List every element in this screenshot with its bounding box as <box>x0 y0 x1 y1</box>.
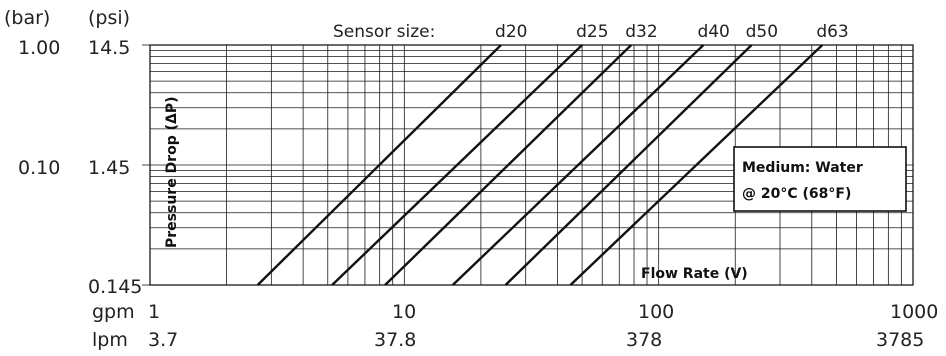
series-lines: d20 d25 d32 d40 d50 d63 <box>256 22 849 286</box>
series-label-d40: d40 <box>697 22 729 42</box>
series-line-d50 <box>504 44 753 286</box>
series-label-d20: d20 <box>495 22 527 42</box>
series-label-d32: d32 <box>625 22 657 42</box>
series-label-d63: d63 <box>816 22 848 42</box>
series-line-d25 <box>331 44 583 286</box>
x-tick-lpm-378: 378 <box>626 329 662 351</box>
x-unit-gpm: gpm <box>92 301 135 323</box>
series-label-d25: d25 <box>576 22 608 42</box>
series-line-d40 <box>451 44 705 286</box>
y-tick-psi-bottom: 0.145 <box>88 276 142 298</box>
plot-frame <box>149 44 914 286</box>
x-axis-title: Flow Rate (V) <box>641 266 748 282</box>
x-unit-lpm: lpm <box>92 329 128 351</box>
series-line-d20 <box>256 44 502 286</box>
y-unit-bar: (bar) <box>4 7 50 29</box>
x-tick-lpm-3-7: 3.7 <box>148 329 178 351</box>
y-unit-psi: (psi) <box>88 7 130 29</box>
y-tick-bar-mid: 0.10 <box>18 157 60 179</box>
y-tick-bar-top: 1.00 <box>18 37 60 59</box>
medium-line-2: @ 20°C (68°F) <box>742 186 851 202</box>
series-line-d63 <box>569 44 824 286</box>
x-tick-lpm-37-8: 37.8 <box>374 329 416 351</box>
x-tick-gpm-1000: 1000 <box>890 301 938 323</box>
sensor-size-label: Sensor size: <box>333 22 435 42</box>
y-tick-psi-top: 14.5 <box>88 37 130 59</box>
y-axis-title: Pressure Drop (ΔP) <box>164 97 180 249</box>
x-tick-gpm-100: 100 <box>638 301 674 323</box>
series-line-d32 <box>384 44 633 286</box>
medium-annotation-box <box>733 146 907 212</box>
series-label-d50: d50 <box>746 22 778 42</box>
x-tick-gpm-10: 10 <box>392 301 416 323</box>
medium-annotation: Medium: Water @ 20°C (68°F) <box>733 146 907 212</box>
x-tick-lpm-3785: 3785 <box>876 329 924 351</box>
y-tick-psi-mid: 1.45 <box>88 157 130 179</box>
medium-line-1: Medium: Water <box>742 160 863 176</box>
x-tick-gpm-1: 1 <box>148 301 160 323</box>
